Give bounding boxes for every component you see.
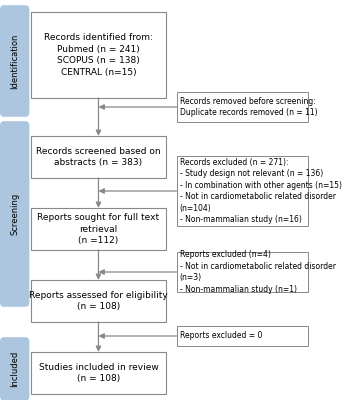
- FancyBboxPatch shape: [0, 337, 29, 400]
- Text: Reports assessed for eligibility
(n = 108): Reports assessed for eligibility (n = 10…: [29, 290, 168, 311]
- FancyBboxPatch shape: [31, 352, 166, 394]
- FancyBboxPatch shape: [31, 208, 166, 250]
- Text: Included: Included: [10, 351, 19, 387]
- Text: Reports excluded (n=4)
- Not in cardiometabolic related disorder
(n=3)
- Non-mam: Reports excluded (n=4) - Not in cardiome…: [180, 250, 336, 294]
- Text: Studies included in review
(n = 108): Studies included in review (n = 108): [39, 362, 159, 383]
- FancyBboxPatch shape: [31, 12, 166, 98]
- FancyBboxPatch shape: [31, 136, 166, 178]
- FancyBboxPatch shape: [177, 326, 308, 346]
- FancyBboxPatch shape: [177, 92, 308, 122]
- Text: Screening: Screening: [10, 193, 19, 235]
- FancyBboxPatch shape: [177, 156, 308, 226]
- Text: Records excluded (n = 271):
- Study design not relevant (n = 136)
- In combinati: Records excluded (n = 271): - Study desi…: [180, 158, 342, 224]
- Text: Records identified from:
Pubmed (n = 241)
SCOPUS (n = 138)
CENTRAL (n=15): Records identified from: Pubmed (n = 241…: [44, 33, 153, 77]
- Text: Records removed before screening:
Duplicate records removed (n = 11): Records removed before screening: Duplic…: [180, 97, 317, 117]
- Text: Reports excluded = 0: Reports excluded = 0: [180, 332, 262, 340]
- FancyBboxPatch shape: [0, 5, 29, 117]
- Text: Reports sought for full text
retrieval
(n =112): Reports sought for full text retrieval (…: [37, 213, 160, 245]
- Text: Identification: Identification: [10, 33, 19, 89]
- FancyBboxPatch shape: [177, 252, 308, 292]
- FancyBboxPatch shape: [31, 280, 166, 322]
- Text: Records screened based on
abstracts (n = 383): Records screened based on abstracts (n =…: [36, 146, 161, 167]
- FancyBboxPatch shape: [0, 121, 29, 307]
